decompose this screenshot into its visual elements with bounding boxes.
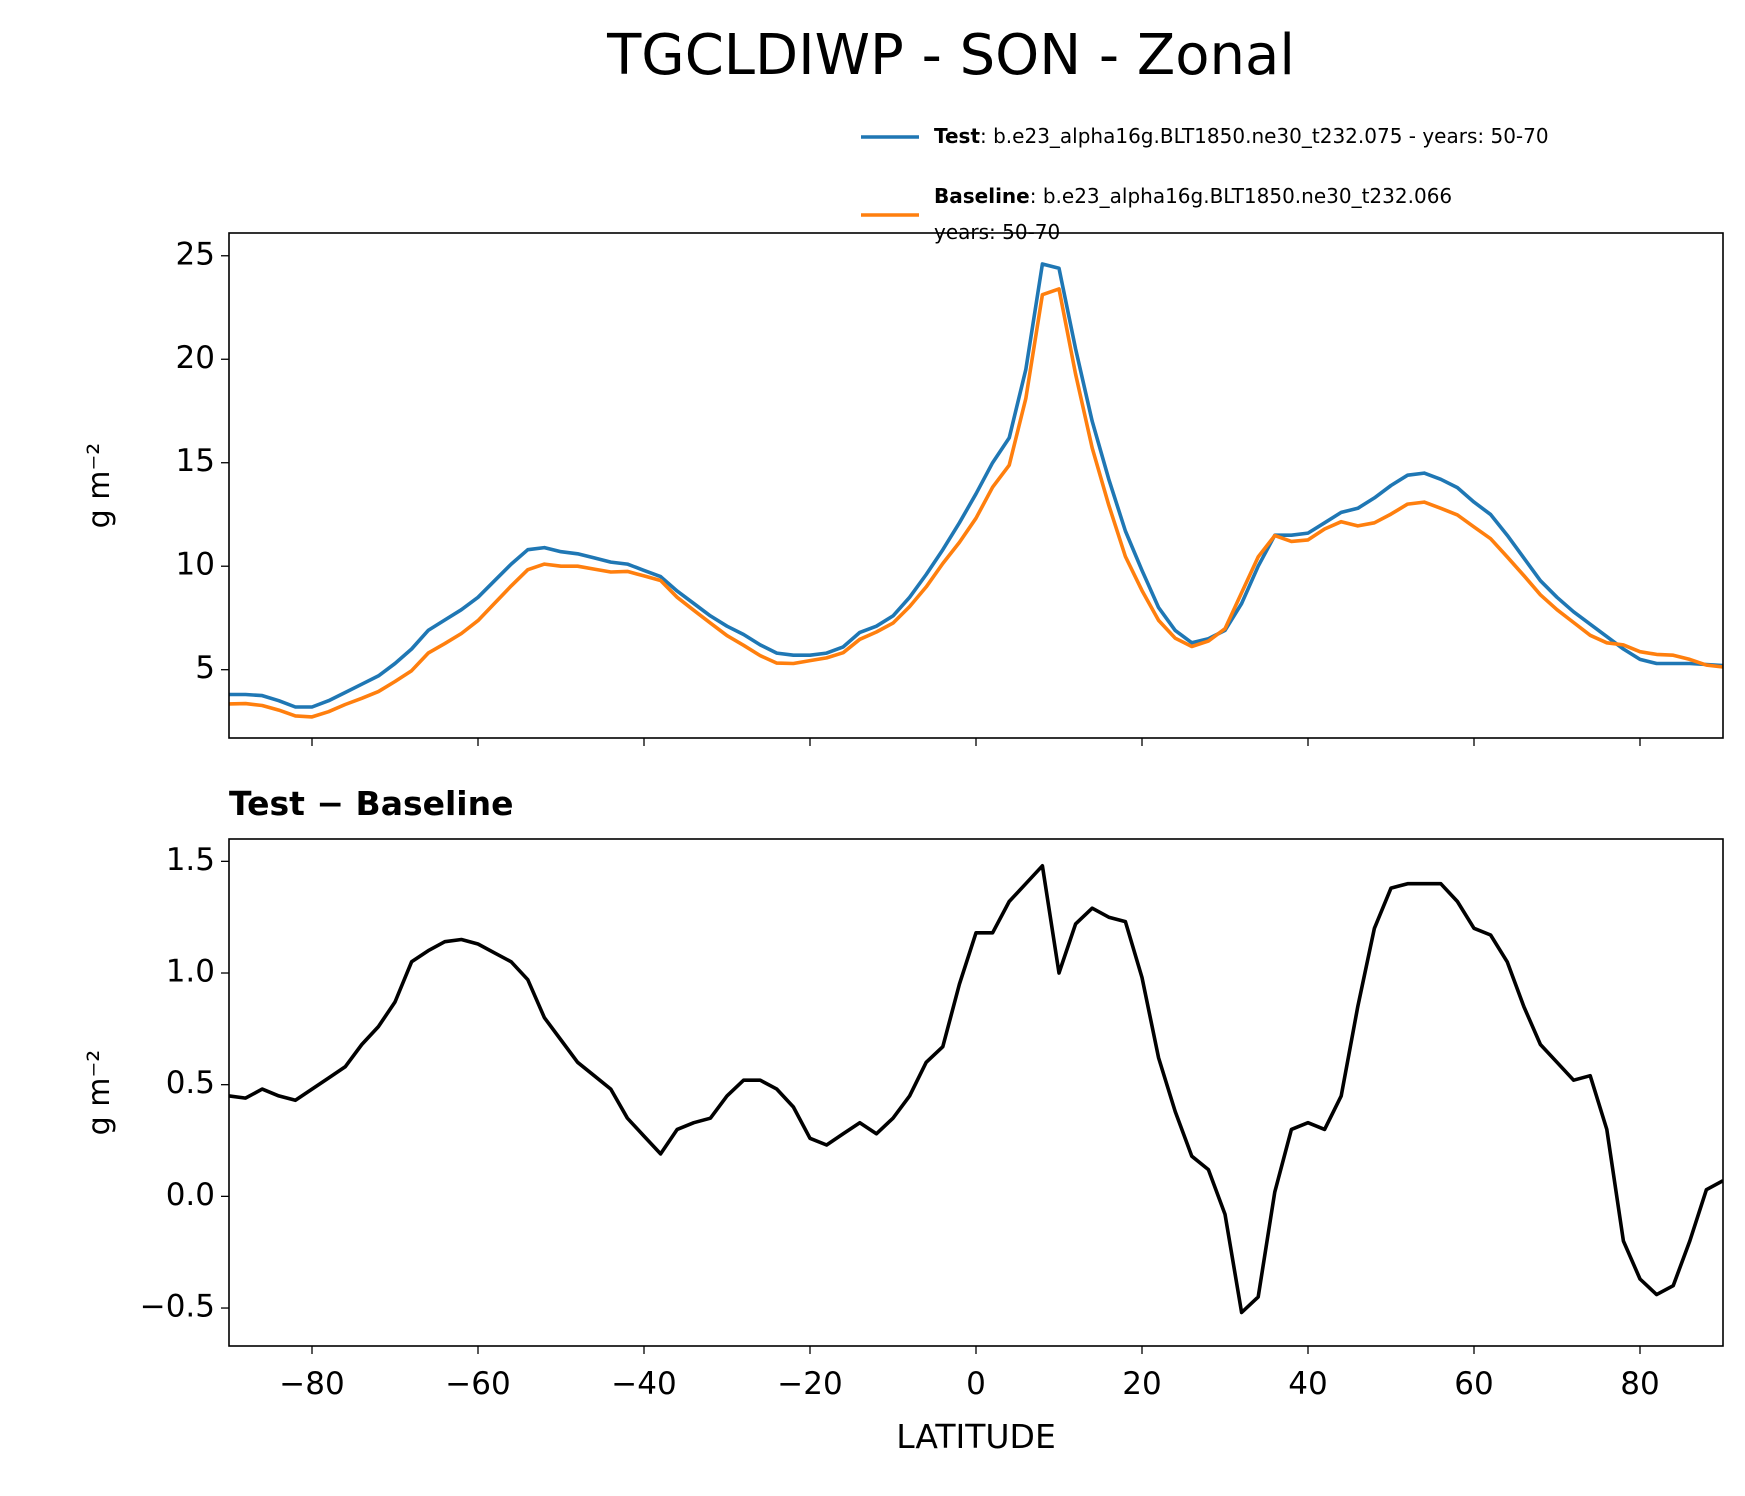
legend-name: Test: [934, 124, 980, 148]
panel-title: Test − Baseline: [229, 784, 514, 823]
x-tick-label: −20: [777, 1366, 842, 1402]
data-line: [229, 262, 1723, 709]
y-tick-label: 1.0: [166, 954, 215, 990]
y-tick-label: 25: [176, 236, 215, 272]
x-tick-label: 80: [1620, 1366, 1659, 1402]
x-tick-label: −80: [279, 1366, 344, 1402]
x-tick-label: −60: [445, 1366, 510, 1402]
axes-frame: [228, 232, 1724, 739]
x-tick-label: 60: [1454, 1366, 1493, 1402]
chart-title: TGCLDIWP - SON - Zonal: [606, 23, 1295, 88]
x-tick-label: 20: [1122, 1366, 1161, 1402]
data-line: [229, 864, 1723, 1315]
y-tick-label: 5: [195, 650, 215, 686]
legend-name: Baseline: [934, 184, 1030, 208]
legend-detail: : b.e23_alpha16g.BLT1850.ne30_t232.066: [1030, 184, 1452, 208]
data-line: [229, 287, 1723, 719]
legend-text: years: 50-70: [934, 220, 1060, 244]
legend-text: Test: b.e23_alpha16g.BLT1850.ne30_t232.0…: [934, 124, 1549, 148]
y-axis-label: g m⁻²: [82, 443, 117, 529]
x-tick-label: −40: [611, 1366, 676, 1402]
y-axis-label: g m⁻²: [82, 1050, 117, 1136]
y-tick-label: −0.5: [140, 1289, 215, 1325]
y-tick-label: 0.5: [166, 1065, 215, 1101]
legend-text: Baseline: b.e23_alpha16g.BLT1850.ne30_t2…: [934, 184, 1452, 208]
axes-frame: [228, 838, 1724, 1347]
y-tick-label: 20: [176, 340, 215, 376]
x-tick-label: 40: [1288, 1366, 1327, 1402]
y-tick-label: 0.0: [166, 1177, 215, 1213]
x-axis-label: LATITUDE: [896, 1417, 1056, 1456]
y-tick-label: 1.5: [166, 842, 215, 878]
legend-detail: : b.e23_alpha16g.BLT1850.ne30_t232.075 -…: [980, 124, 1549, 148]
x-tick-label: 0: [966, 1366, 986, 1402]
y-tick-label: 15: [176, 443, 215, 479]
y-tick-label: 10: [176, 547, 215, 583]
legend-detail: years: 50-70: [934, 220, 1060, 244]
